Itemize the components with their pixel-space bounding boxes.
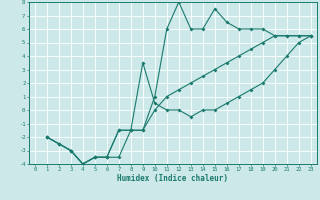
- X-axis label: Humidex (Indice chaleur): Humidex (Indice chaleur): [117, 174, 228, 183]
